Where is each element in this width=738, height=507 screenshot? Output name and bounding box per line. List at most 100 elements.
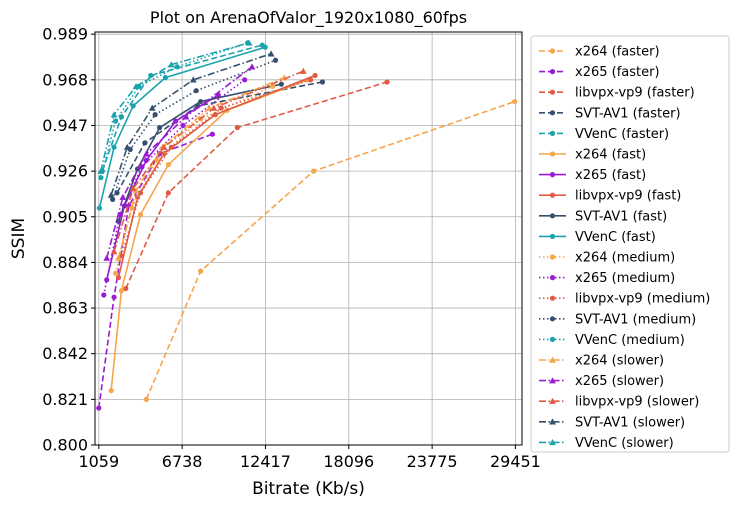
y-tick-label: 0.989	[42, 25, 88, 44]
series-svt-av1-medium-point	[193, 88, 199, 94]
y-tick-label: 0.800	[42, 436, 88, 455]
legend-item: libvpx-vp9 (faster)	[539, 86, 695, 101]
legend-box	[530, 35, 730, 453]
legend-swatch-point	[549, 418, 556, 425]
chart-title: Plot on ArenaOfValor_1920x1080_60fps	[150, 8, 467, 28]
series-vvenc-medium-point	[174, 64, 180, 70]
series-libvpx-vp9-faster-point	[165, 190, 171, 196]
legend-swatch-point	[549, 336, 556, 342]
series-x264-slower-point	[115, 254, 122, 261]
legend-label: libvpx-vp9 (faster)	[575, 86, 695, 101]
series-x265-fast-point	[173, 118, 179, 124]
series-x265-slower-point	[142, 150, 150, 157]
x-tick-label: 6738	[162, 452, 203, 471]
series-svt-av1-faster-point	[142, 140, 148, 146]
series-svt-av1-fast-point	[115, 218, 122, 224]
legend-item: libvpx-vp9 (fast)	[539, 189, 681, 204]
series-libvpx-vp9-fast-point	[212, 112, 218, 118]
series-vvenc-fast-point	[162, 75, 169, 81]
series-svt-av1-slower-point	[148, 104, 156, 111]
series-libvpx-vp9-faster	[123, 79, 390, 292]
x-tick-label: 1059	[78, 452, 119, 471]
legend-item: SVT-AV1 (fast)	[539, 209, 667, 224]
series-x264-fast-point	[137, 211, 144, 218]
x-axis-title: Bitrate (Kb/s)	[252, 479, 365, 499]
series-svt-av1-medium-point	[152, 112, 158, 118]
legend-item: libvpx-vp9 (medium)	[539, 292, 710, 307]
series-libvpx-vp9-faster-point	[384, 79, 390, 85]
legend-label: x264 (medium)	[575, 251, 675, 266]
series-x265-fast-point	[104, 277, 110, 283]
legend-item: VVenC (medium)	[539, 333, 685, 348]
legend-swatch-point	[549, 48, 556, 54]
legend-item: x264 (slower)	[539, 354, 664, 369]
series-x265-fast-point	[143, 157, 149, 163]
series-vvenc-slower-point	[110, 111, 118, 118]
series-svt-av1-slower-point	[107, 191, 115, 198]
series-x265-faster-point	[209, 131, 215, 137]
legend-item: x265 (slower)	[539, 374, 664, 389]
legend-swatch-point	[549, 192, 556, 198]
legend-label: x264 (slower)	[575, 354, 664, 369]
legend-swatch-point	[549, 213, 556, 219]
legend-swatch-point	[549, 130, 556, 136]
legend-label: VVenC (medium)	[575, 333, 685, 348]
series-vvenc-faster-point	[118, 114, 125, 120]
series-x265-medium-point	[101, 292, 107, 298]
series-svt-av1-medium-point	[272, 57, 279, 63]
series-x265-slower-point	[103, 254, 111, 261]
y-tick-label: 0.842	[42, 344, 88, 363]
series-x265-slower	[103, 63, 256, 261]
series-x265-slower-point	[248, 63, 256, 70]
series-x264-faster	[143, 98, 518, 402]
series-vvenc-medium-point	[98, 175, 104, 181]
y-tick-label: 0.926	[42, 162, 88, 181]
legend-label: VVenC (slower)	[575, 436, 674, 451]
legend-label: VVenC (fast)	[575, 230, 656, 245]
series-x264-fast-point	[165, 161, 171, 168]
legend-item: SVT-AV1 (faster)	[539, 106, 681, 121]
series-x264-faster-point	[311, 168, 317, 174]
series-x264-fast-point	[118, 288, 125, 294]
series-svt-av1-fast-point	[278, 81, 284, 87]
series-svt-av1-medium-point	[110, 196, 116, 202]
series-svt-av1-slower	[107, 50, 275, 198]
series-vvenc-slower-point	[97, 167, 105, 174]
series-svt-av1-slower-point	[189, 76, 197, 83]
series-libvpx-vp9-slower-point	[110, 248, 118, 255]
legend-label: x265 (fast)	[575, 168, 646, 183]
series-libvpx-vp9-slower	[110, 67, 307, 255]
series-x265-slower-point	[119, 193, 127, 200]
y-tick-label: 0.884	[42, 253, 88, 272]
legend-label: x265 (slower)	[575, 374, 664, 389]
series-libvpx-vp9-medium-point	[137, 190, 144, 196]
series-vvenc-fast-point	[130, 103, 136, 109]
series-libvpx-vp9-slower-point	[160, 143, 168, 150]
series-libvpx-vp9-slower-point	[299, 67, 307, 74]
series-vvenc-slower-line	[100, 42, 250, 172]
series-x264-faster-point	[143, 396, 149, 402]
series-svt-av1-slower-point	[123, 143, 131, 150]
x-tick-label: 29451	[490, 452, 541, 471]
series-libvpx-vp9-faster-point	[123, 285, 129, 292]
legend-swatch-point	[549, 295, 556, 301]
series-x264-faster-point	[198, 268, 204, 274]
legend-swatch-point	[549, 172, 556, 178]
series-vvenc-fast	[96, 44, 268, 211]
series-vvenc-medium-point	[112, 118, 119, 124]
series-libvpx-vp9-medium-point	[218, 105, 224, 111]
series-libvpx-vp9-fast-point	[312, 72, 318, 79]
legend-item: x265 (faster)	[539, 65, 660, 80]
legend-swatch-point	[549, 69, 556, 75]
series-libvpx-vp9-slower-line	[113, 70, 304, 252]
legend-item: x264 (faster)	[539, 45, 660, 60]
legend-swatch-point	[549, 439, 556, 446]
y-axis-title: SSIM	[9, 218, 29, 259]
legend-label: libvpx-vp9 (medium)	[575, 292, 710, 307]
legend-label: SVT-AV1 (slower)	[575, 415, 685, 430]
series-x264-medium-point	[112, 270, 119, 276]
legend-swatch-point	[549, 377, 556, 384]
series-vvenc-fast-point	[262, 44, 268, 50]
legend-swatch-point	[549, 254, 556, 260]
legend-swatch-point	[549, 110, 556, 116]
